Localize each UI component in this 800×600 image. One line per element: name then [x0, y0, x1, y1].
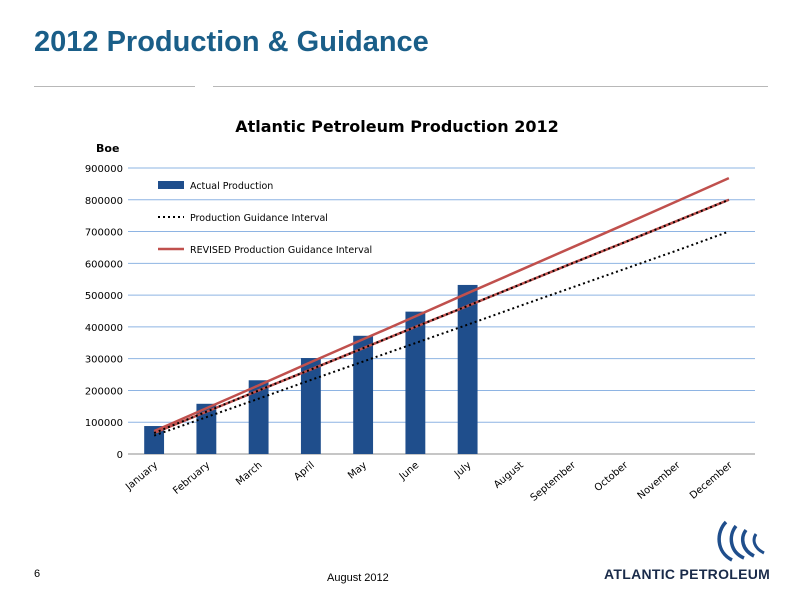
y-axis-label: Boe [96, 142, 119, 155]
legend: Actual Production Production Guidance Int… [158, 181, 372, 256]
title-divider-gap [195, 85, 213, 88]
x-tick-label-october: October [593, 459, 631, 494]
bar-march [248, 380, 269, 454]
x-tick-label-june: June [397, 460, 422, 483]
y-tick-label: 400000 [85, 323, 123, 334]
bar-june [405, 311, 426, 454]
legend-label: REVISED Production Guidance Interval [190, 245, 372, 256]
y-tick-label: 700000 [85, 228, 123, 239]
bars [144, 284, 478, 454]
lines [153, 177, 730, 437]
bar-july [457, 284, 478, 454]
page-number: 6 [34, 568, 41, 580]
x-tick-label-may: May [346, 460, 369, 482]
legend-label: Actual Production [190, 181, 273, 192]
y-tick-label: 0 [117, 450, 123, 461]
x-tick-label-july: July [452, 460, 474, 481]
x-tick-label-august: August [492, 460, 526, 491]
slide-title: 2012 Production & Guidance [34, 26, 429, 58]
x-tick-label-december: December [688, 459, 735, 501]
logo-wordmark: ATLANTIC PETROLEUM [604, 566, 771, 582]
chart-title: Atlantic Petroleum Production 2012 [235, 117, 559, 136]
y-tick-label: 200000 [85, 386, 123, 397]
legend-label: Production Guidance Interval [190, 213, 328, 224]
title-divider [34, 86, 768, 87]
revised-guidance-line-high [153, 177, 730, 433]
y-tick-label: 100000 [85, 418, 123, 429]
atlantic-petroleum-logo-icon [717, 520, 765, 562]
guidance-line-low [153, 230, 730, 437]
y-tick-label: 300000 [85, 355, 123, 366]
y-tick-label: 800000 [85, 196, 123, 207]
x-tick-label-april: April [292, 460, 317, 483]
y-tick-label: 500000 [85, 291, 123, 302]
guidance-line-high [153, 198, 730, 434]
legend-swatch-actual-production [158, 181, 184, 189]
x-tick-label-january: January [123, 460, 160, 493]
x-tick-label-march: March [234, 460, 264, 488]
gridlines [128, 167, 755, 455]
bar-may [353, 335, 374, 454]
y-tick-labels: 0 100000 200000 300000 400000 500000 600000 700… [85, 164, 123, 461]
y-tick-label: 900000 [85, 164, 123, 175]
x-tick-label-november: November [636, 459, 684, 501]
x-tick-labels: January February March April May June July Augu… [123, 459, 735, 504]
x-tick-label-february: February [171, 460, 212, 497]
x-tick-label-september: September [529, 459, 579, 504]
footer-date: August 2012 [327, 572, 389, 584]
y-tick-label: 600000 [85, 259, 123, 270]
